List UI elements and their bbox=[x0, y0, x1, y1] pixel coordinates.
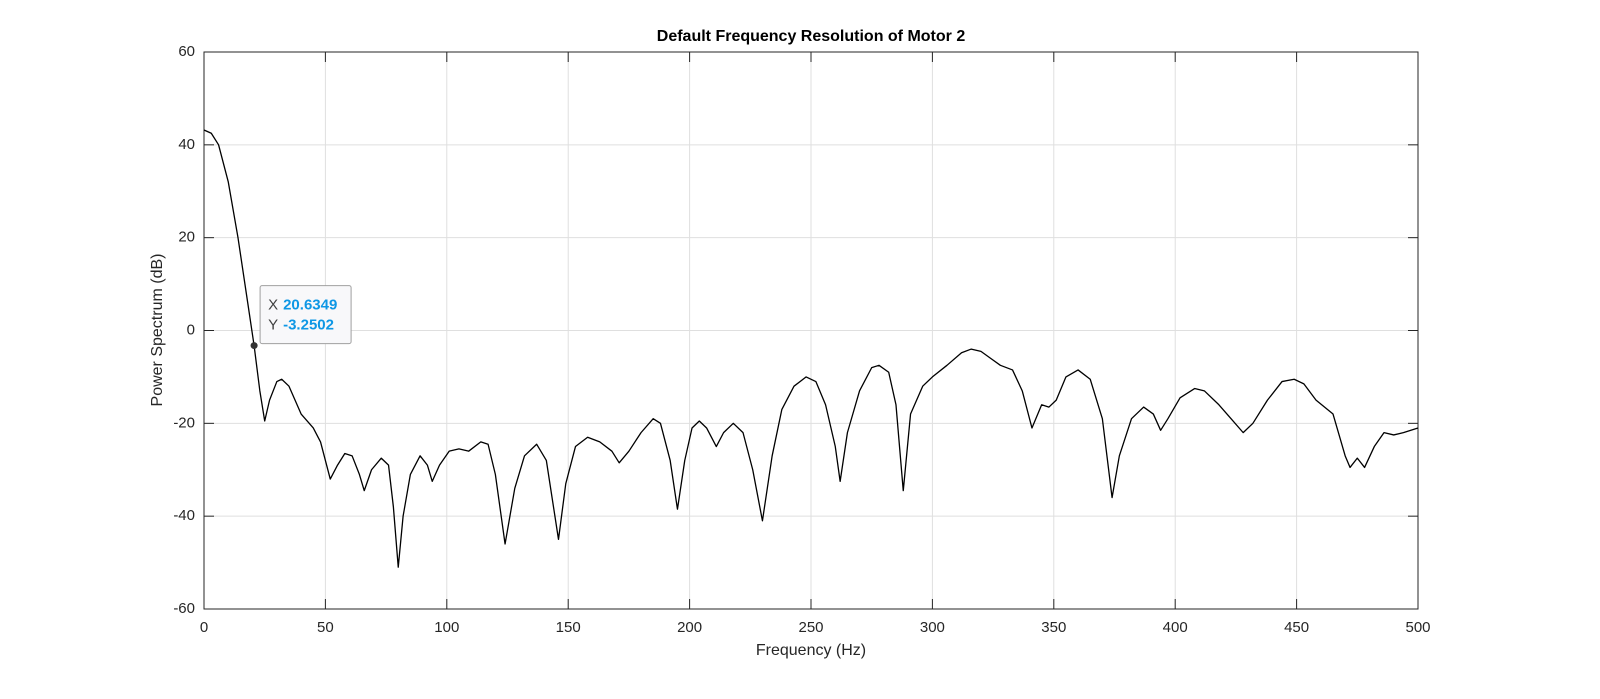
x-tick-label: 350 bbox=[1041, 619, 1066, 636]
spectrum-line bbox=[203, 129, 1419, 568]
x-tick-label: 50 bbox=[317, 619, 334, 636]
x-tick-label: 500 bbox=[1405, 619, 1430, 636]
chart-title: Default Frequency Resolution of Motor 2 bbox=[657, 28, 966, 45]
y-tick-label: -20 bbox=[173, 414, 195, 431]
y-tick-label: 0 bbox=[187, 321, 195, 338]
datatip-marker bbox=[250, 342, 258, 350]
y-tick-label: 60 bbox=[178, 43, 195, 60]
x-axis-label: Frequency (Hz) bbox=[756, 642, 866, 659]
datatip-y-value: -3.2502 bbox=[283, 317, 334, 334]
x-tick-label: 300 bbox=[920, 619, 945, 636]
datatip-x-value: 20.6349 bbox=[283, 297, 337, 314]
y-axis-label: Power Spectrum (dB) bbox=[149, 254, 166, 407]
y-tick-label: -60 bbox=[173, 600, 195, 617]
datatip-y-label: Y bbox=[268, 317, 278, 334]
x-tick-label: 100 bbox=[434, 619, 459, 636]
datatip-box bbox=[259, 285, 352, 345]
x-tick-label: 450 bbox=[1284, 619, 1309, 636]
x-tick-label: 0 bbox=[200, 619, 208, 636]
y-tick-label: -40 bbox=[173, 507, 195, 524]
datatip-x-label: X bbox=[268, 297, 278, 314]
x-tick-label: 250 bbox=[798, 619, 823, 636]
y-tick-label: 40 bbox=[178, 136, 195, 153]
plot-frame bbox=[203, 51, 1419, 610]
x-tick-label: 150 bbox=[556, 619, 581, 636]
y-tick-label: 20 bbox=[178, 229, 195, 246]
x-tick-label: 400 bbox=[1163, 619, 1188, 636]
x-tick-label: 200 bbox=[677, 619, 702, 636]
